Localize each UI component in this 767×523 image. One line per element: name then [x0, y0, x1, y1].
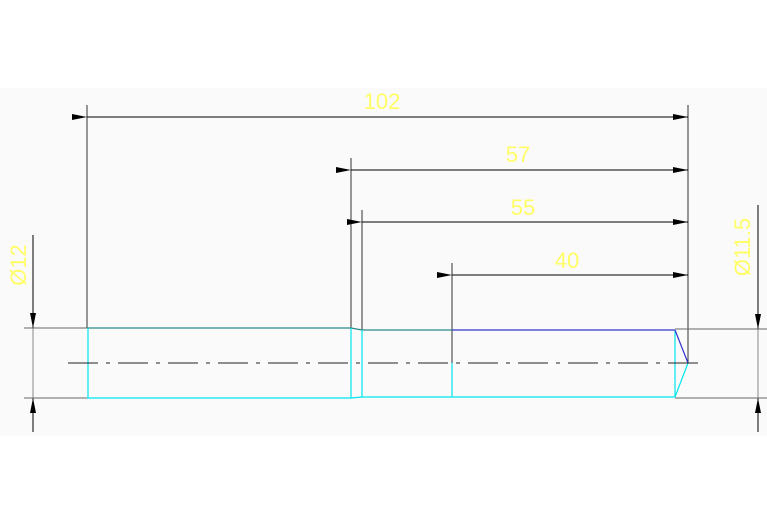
diameter-extension-lines — [24, 327, 767, 399]
extension-lines — [86, 105, 689, 363]
dim-text-40: 40 — [555, 248, 579, 273]
dim-text-55: 55 — [511, 195, 535, 220]
shaft-outline — [87, 327, 689, 399]
dim-text-dia11-5: Ø11.5 — [730, 218, 755, 276]
drawing-canvas-background — [0, 88, 767, 436]
dim-text-102: 102 — [364, 89, 401, 114]
dim-text-dia12: Ø12 — [6, 244, 31, 286]
dim-text-57: 57 — [506, 142, 530, 167]
